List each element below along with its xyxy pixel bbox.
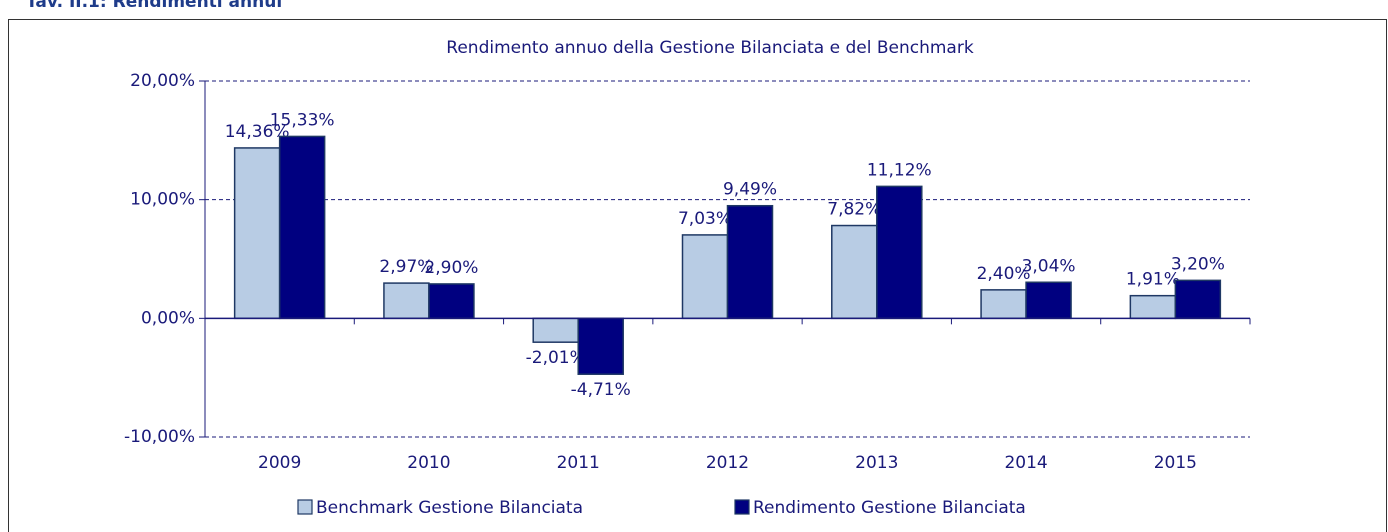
bar <box>278 135 326 320</box>
bar <box>726 204 774 320</box>
y-tick-label: -10,00% <box>124 427 195 447</box>
x-tick-label: 2011 <box>557 453 600 473</box>
y-tick-label: 0,00% <box>141 308 195 328</box>
header-title: Tav. II.1: Rendimenti annui <box>26 0 282 12</box>
chart-frame <box>8 19 1387 532</box>
data-label: 2,97% <box>379 257 433 277</box>
legend-swatch <box>734 499 750 515</box>
data-label: 2,40% <box>977 264 1031 284</box>
legend-label: Rendimento Gestione Bilanciata <box>753 498 1026 518</box>
legend-swatch <box>297 499 313 515</box>
data-label: 9,49% <box>723 180 777 200</box>
data-label: 11,12% <box>867 160 932 180</box>
bar <box>1174 279 1222 320</box>
data-label: -2,01% <box>526 348 586 368</box>
bar <box>383 282 430 320</box>
x-tick-label: 2014 <box>1004 453 1047 473</box>
x-tick-label: 2013 <box>855 453 898 473</box>
data-label: -4,71% <box>571 380 631 400</box>
data-label: 1,91% <box>1126 270 1180 290</box>
bar <box>831 224 878 320</box>
data-label: 15,33% <box>270 110 335 130</box>
chart-title: Rendimento annuo della Gestione Bilancia… <box>446 38 974 58</box>
bar <box>980 289 1027 320</box>
data-label: 7,03% <box>678 209 732 229</box>
data-label: 3,04% <box>1022 256 1076 276</box>
y-tick-label: 10,00% <box>130 190 195 210</box>
x-tick-label: 2012 <box>706 453 749 473</box>
bar <box>681 234 729 320</box>
data-label: 7,82% <box>827 200 881 220</box>
data-label: 2,90% <box>424 258 478 278</box>
legend-label: Benchmark Gestione Bilanciata <box>316 498 583 518</box>
x-tick-label: 2015 <box>1154 453 1197 473</box>
bar <box>1129 294 1177 320</box>
bar <box>876 185 923 320</box>
y-tick-label: 20,00% <box>130 71 195 91</box>
bar <box>233 147 281 320</box>
bar <box>532 317 579 343</box>
data-label: 3,20% <box>1171 254 1225 274</box>
data-label: 14,36% <box>225 122 290 142</box>
bar <box>577 317 624 375</box>
bar <box>1025 281 1072 320</box>
x-tick-label: 2010 <box>407 453 450 473</box>
bar <box>428 283 475 320</box>
x-tick-label: 2009 <box>258 453 301 473</box>
